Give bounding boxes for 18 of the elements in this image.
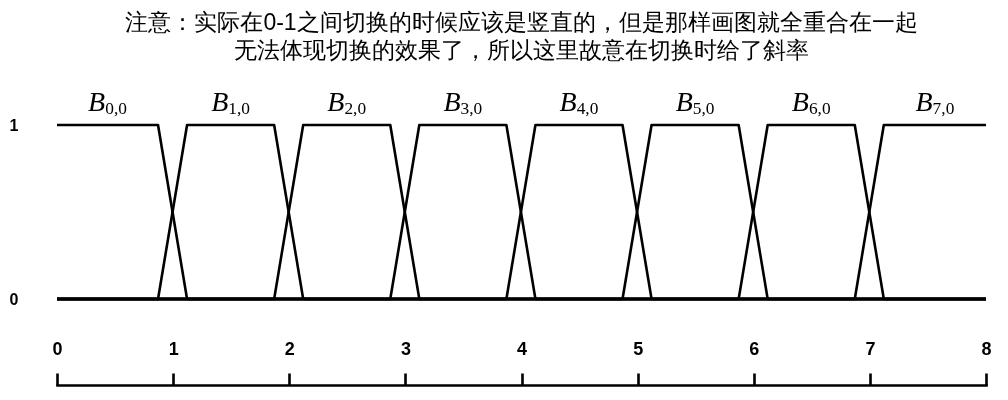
series-label: B$_{2,0}$ — [327, 86, 367, 118]
series-label: B$_{7,0}$ — [915, 86, 955, 118]
x-tick-label: 4 — [516, 338, 528, 359]
series-label: B$_{0,0}$ — [88, 86, 128, 118]
x-tick-label: 6 — [749, 338, 760, 359]
x-tick-label: 2 — [284, 338, 295, 359]
x-tick-label: 7 — [865, 338, 876, 359]
series-label: B$_{5,0}$ — [675, 86, 715, 118]
x-tick-label: 3 — [400, 338, 411, 359]
chart-title: 注意：实际在0-1之间切换的时候应该是竖直的，但是那样画图就全重合在一起无法体现切换的效果了，所以这里故意在切换时给了斜率 — [125, 9, 918, 63]
x-tick-label: 0 — [52, 338, 63, 359]
series-label: B$_{4,0}$ — [559, 86, 599, 118]
series-label: B$_{3,0}$ — [443, 86, 483, 118]
x-tick-label: 1 — [168, 338, 179, 359]
series-label: B$_{6,0}$ — [791, 86, 831, 118]
x-tick-label: 5 — [633, 338, 644, 359]
series-label: B$_{1,0}$ — [211, 86, 251, 118]
x-tick-label: 8 — [981, 338, 992, 359]
